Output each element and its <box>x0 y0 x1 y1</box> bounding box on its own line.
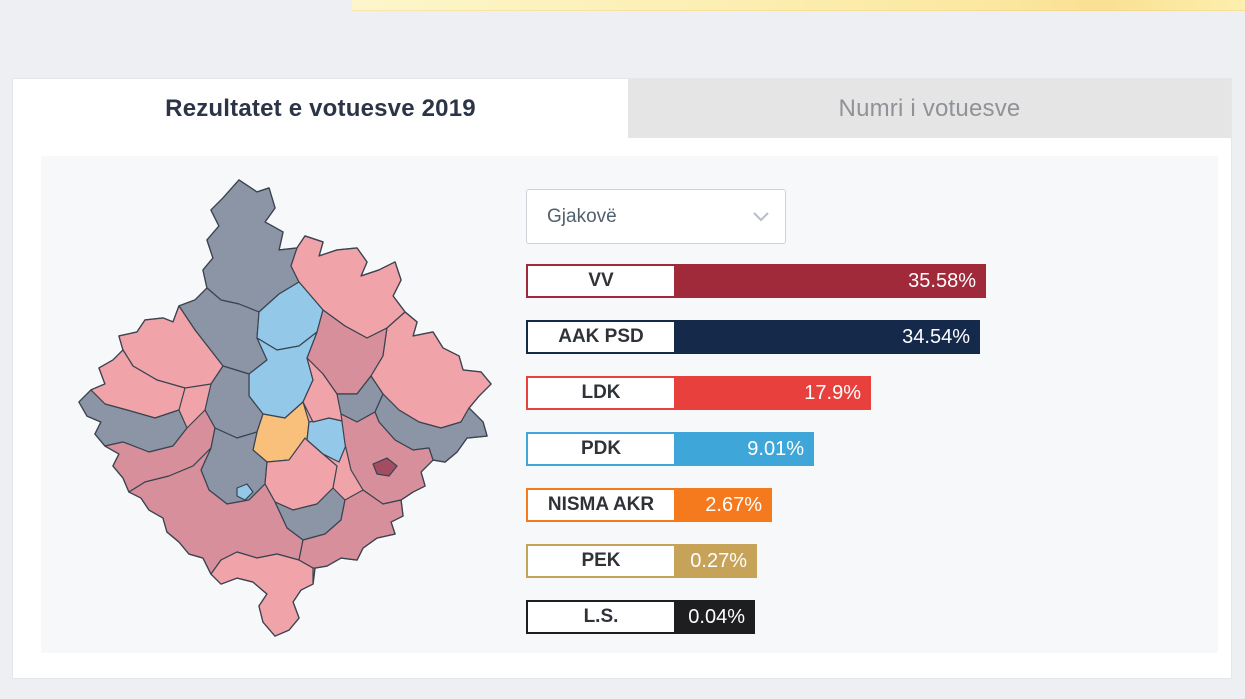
map-region-24[interactable] <box>210 551 314 637</box>
bar-value: 9.01% <box>747 437 804 460</box>
bar-party-label: L.S. <box>526 600 676 634</box>
chevron-down-icon <box>753 211 769 222</box>
bar-row: LDK 17.9% <box>526 376 1186 410</box>
bar-fill: 34.54% <box>676 320 980 354</box>
bar-fill: 35.58% <box>676 264 986 298</box>
results-card: Rezultatet e votuesve 2019 Numri i votue… <box>12 78 1232 679</box>
bar-value: 0.04% <box>688 605 745 628</box>
tab-numri-votuesve[interactable]: Numri i votuesve <box>628 79 1231 138</box>
bar-party-label: VV <box>526 264 676 298</box>
bar-fill: 2.67% <box>676 488 772 522</box>
map-region-21[interactable] <box>372 457 398 477</box>
bar-party-label: LDK <box>526 376 676 410</box>
bar-value: 34.54% <box>902 325 970 348</box>
top-banner <box>352 0 1245 11</box>
municipality-select[interactable]: Gjakovë <box>526 189 786 244</box>
kosovo-map <box>78 179 492 637</box>
bar-fill: 9.01% <box>676 432 814 466</box>
bar-party-label: PEK <box>526 544 676 578</box>
results-bars: VV 35.58% AAK PSD 34.54% LDK 17.9% PDK 9.01% NIS… <box>526 264 1186 656</box>
map-region-26[interactable] <box>236 483 254 501</box>
bar-party-label: NISMA AKR <box>526 488 676 522</box>
bar-value: 17.9% <box>804 381 861 404</box>
bar-row: L.S. 0.04% <box>526 600 1186 634</box>
tab-bar: Rezultatet e votuesve 2019 Numri i votue… <box>13 79 1231 138</box>
bar-value: 2.67% <box>705 493 762 516</box>
bar-fill: 17.9% <box>676 376 871 410</box>
bar-row: AAK PSD 34.54% <box>526 320 1186 354</box>
bar-fill: 0.04% <box>676 600 755 634</box>
bar-row: VV 35.58% <box>526 264 1186 298</box>
bar-value: 0.27% <box>690 549 747 572</box>
bar-party-label: PDK <box>526 432 676 466</box>
content-panel: Gjakovë VV 35.58% AAK PSD 34.54% LDK 17.9% PDK… <box>41 156 1218 653</box>
tab-rezultatet-2019[interactable]: Rezultatet e votuesve 2019 <box>13 79 628 138</box>
bar-value: 35.58% <box>908 269 976 292</box>
municipality-select-value: Gjakovë <box>547 205 617 227</box>
bar-fill: 0.27% <box>676 544 757 578</box>
bar-row: NISMA AKR 2.67% <box>526 488 1186 522</box>
map-region-25[interactable] <box>298 489 404 569</box>
bar-row: PEK 0.27% <box>526 544 1186 578</box>
bar-row: PDK 9.01% <box>526 432 1186 466</box>
bar-party-label: AAK PSD <box>526 320 676 354</box>
